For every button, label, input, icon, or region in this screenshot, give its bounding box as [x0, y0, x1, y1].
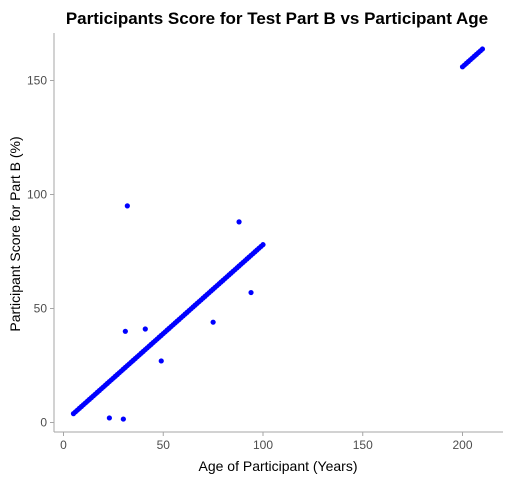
data-point — [210, 319, 216, 325]
y-tick-label: 150 — [27, 74, 47, 88]
y-tick-label: 0 — [40, 416, 47, 430]
x-tick-label: 0 — [60, 438, 67, 452]
x-axis-label: Age of Participant (Years) — [198, 458, 357, 474]
x-tick-label: 200 — [452, 438, 472, 452]
data-points — [70, 46, 486, 422]
data-point — [236, 219, 242, 225]
data-point — [142, 326, 148, 332]
y-tick-label: 100 — [27, 188, 47, 202]
x-tick-label: 150 — [353, 438, 373, 452]
y-tick-label: 50 — [34, 302, 48, 316]
data-point — [106, 415, 112, 421]
data-point — [248, 289, 254, 296]
data-point — [158, 358, 164, 364]
chart-title: Participants Score for Test Part B vs Pa… — [66, 9, 488, 28]
x-tick-label: 50 — [157, 438, 171, 452]
data-point — [260, 242, 266, 248]
data-point — [122, 328, 128, 334]
tick-labels: 0 50 100 150 200 0 50 100 150 — [27, 74, 473, 453]
data-point — [124, 203, 130, 209]
data-point — [479, 46, 486, 52]
y-axis-label: Participant Score for Part B (%) — [7, 136, 23, 331]
x-tick-label: 100 — [253, 438, 273, 452]
axes — [50, 33, 503, 436]
data-point — [120, 416, 126, 422]
